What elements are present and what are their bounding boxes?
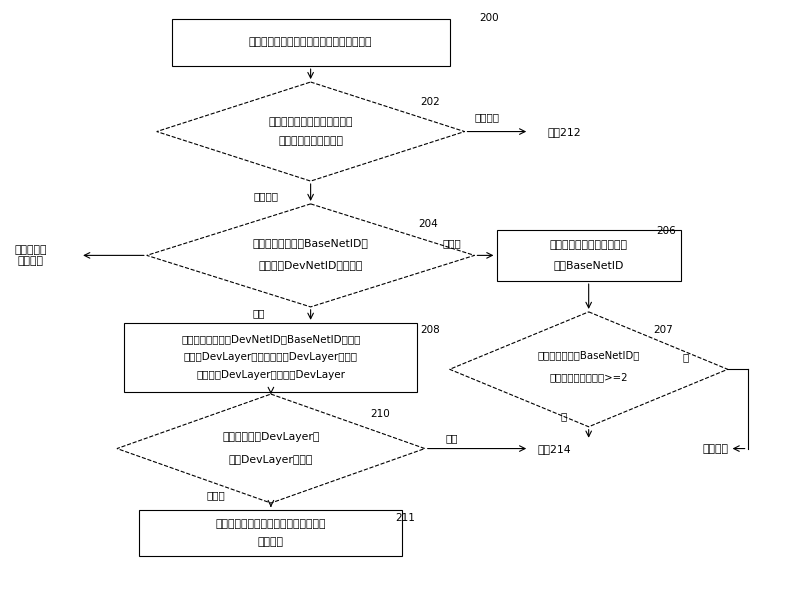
Text: 判断探测报文中的BaseNetID与: 判断探测报文中的BaseNetID与 <box>253 238 369 248</box>
Text: 参考DevLayer的大小: 参考DevLayer的大小 <box>229 455 313 466</box>
Text: 第一端口: 第一端口 <box>254 191 278 201</box>
Text: 未学习到的
正常转发: 未学习到的 正常转发 <box>14 244 47 266</box>
Text: 值最大的DevLayer作为参考DevLayer: 值最大的DevLayer作为参考DevLayer <box>197 370 346 380</box>
Text: 相同: 相同 <box>253 308 266 318</box>
Text: 比较本节点的DevLayer和: 比较本节点的DevLayer和 <box>222 432 319 442</box>
Text: 记录第一端口以及探测报文: 记录第一端口以及探测报文 <box>550 241 628 250</box>
Text: 中的BaseNetID: 中的BaseNetID <box>554 260 624 270</box>
Text: 步骤214: 步骤214 <box>537 444 570 454</box>
Text: 步骤212: 步骤212 <box>547 126 581 136</box>
Text: 211: 211 <box>395 513 415 523</box>
Text: 207: 207 <box>654 325 673 334</box>
Text: 不相同: 不相同 <box>442 238 461 248</box>
Text: 206: 206 <box>656 226 676 235</box>
Text: 是: 是 <box>561 411 567 421</box>
Text: 构造探测报文，将探测报文发送给下游节点: 构造探测报文，将探测报文发送给下游节点 <box>249 37 372 47</box>
Bar <box>497 229 681 281</box>
Polygon shape <box>146 204 474 307</box>
Text: 判定本节点上存在环路，断开或者阻塞: 判定本节点上存在环路，断开或者阻塞 <box>216 519 326 529</box>
Text: 节点接收探测报文，判断接收: 节点接收探测报文，判断接收 <box>268 117 353 127</box>
Polygon shape <box>117 394 425 503</box>
Text: 否: 否 <box>683 352 689 362</box>
Text: 丢弃报文: 丢弃报文 <box>702 444 729 454</box>
Text: 判断同一周期内BaseNetID对: 判断同一周期内BaseNetID对 <box>538 350 640 361</box>
Text: 200: 200 <box>479 12 499 23</box>
Text: 应的不同端口数是否>=2: 应的不同端口数是否>=2 <box>550 372 628 382</box>
Text: 204: 204 <box>418 219 438 229</box>
Text: 第二端口: 第二端口 <box>475 111 500 122</box>
Text: 第一端口: 第一端口 <box>258 537 284 547</box>
Text: 不小于: 不小于 <box>207 490 226 500</box>
Bar <box>171 18 450 66</box>
Text: 节点的DevLayer，并从获取的DevLayer中选取: 节点的DevLayer，并从获取的DevLayer中选取 <box>184 352 358 362</box>
Text: 从探测报文中获取DevNetID和BaseNetID相同的: 从探测报文中获取DevNetID和BaseNetID相同的 <box>182 334 361 345</box>
Text: 210: 210 <box>370 409 390 419</box>
Text: 208: 208 <box>420 325 440 334</box>
Bar <box>139 510 402 556</box>
Polygon shape <box>157 82 465 181</box>
Bar <box>125 323 418 392</box>
Text: 202: 202 <box>420 97 440 107</box>
Text: 小于: 小于 <box>446 433 458 444</box>
Text: 本节点的DevNetID是否相同: 本节点的DevNetID是否相同 <box>258 260 363 270</box>
Text: 探测报文的端口的类型: 探测报文的端口的类型 <box>278 136 343 146</box>
Polygon shape <box>450 312 728 427</box>
